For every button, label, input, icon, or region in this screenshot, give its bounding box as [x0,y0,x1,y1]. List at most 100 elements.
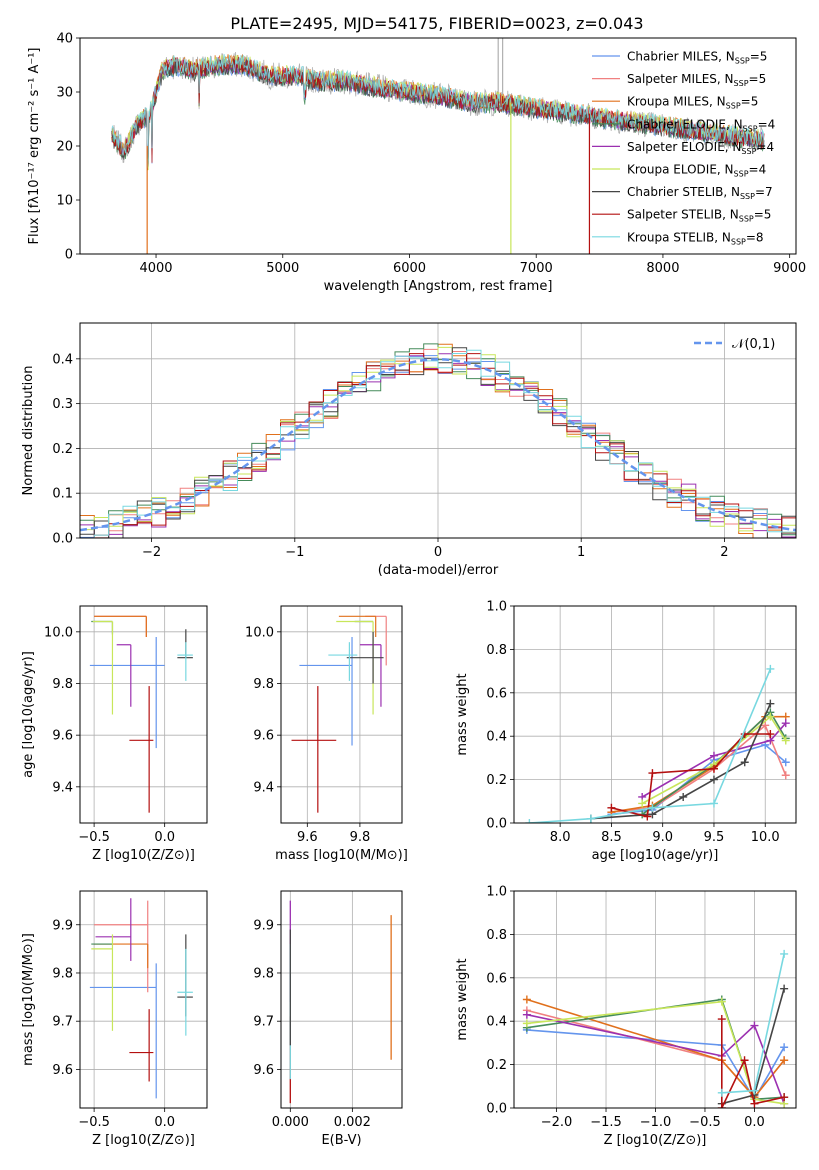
x-axis-label: wavelength [Angstrom, rest frame] [324,279,553,294]
x-tick-label: −0.5 [78,1115,110,1130]
y-tick-label: 0.3 [52,397,73,412]
x-axis-label: mass [log10(M/M⊙)] [275,848,408,863]
y-tick-label: 0.4 [486,1015,507,1030]
mass-vs-extinction-plot: 0.000 0.002 9.6 9.7 9.8 9.9 E(B-V) [253,890,403,1148]
legend-label: Chabrier STELIB, NSSP=7 [627,185,773,201]
legend-series-name: Chabrier MILES, N [627,50,735,64]
plus-marker [648,803,657,812]
plus-marker [522,1010,531,1019]
y-tick-label: 0.6 [486,686,507,701]
age-vs-metallicity-plot: −0.5 0.0 9.4 9.6 9.8 10.0 Z [log10(Z/Z⊙)] age [… [21,605,208,863]
legend-label: Kroupa MILES, NSSP=5 [627,95,758,111]
y-tick-label: 10.0 [245,625,274,640]
legend-label: Salpeter STELIB, NSSP=5 [627,208,771,224]
x-tick-label: 1 [577,545,585,560]
legend-subscript: SSP [734,79,749,88]
model-spectrum-8 [111,54,765,169]
x-tick-label: 0.0 [744,1115,765,1130]
x-tick-label: −1 [285,545,304,560]
x-tick-label: −2 [142,545,161,560]
y-axis-label: Flux [fλ10⁻¹⁷ erg cm⁻² s⁻¹ A⁻¹] [27,48,42,245]
plot-frame [513,890,797,1109]
x-tick-label: 8000 [646,261,679,276]
model-spectrum-6 [111,58,765,166]
legend-series-name: Salpeter ELODIE, N [627,140,741,154]
mass-weight-line [611,724,787,813]
plus-marker [750,1021,759,1030]
y-tick-label: 10.0 [44,625,73,640]
legend-ssp-count: =5 [741,95,759,109]
plus-marker [780,1093,789,1102]
plus-marker [525,819,534,823]
mass-weight-vs-metallicity-plot: −2.0 −1.5 −1.0 −0.5 0.0 0.0 0.2 0.4 0.6 0.8 1.0 Z [… [455,885,797,1148]
y-tick-label: 0.0 [486,817,507,832]
x-axis-label: Z [log10(Z/Z⊙)] [92,848,195,863]
legend-subscript: SSP [726,102,741,111]
x-tick-label: 8.5 [601,830,622,845]
plus-marker [781,771,790,780]
y-tick-label: 9.6 [253,1063,274,1078]
y-tick-label: 9.4 [253,780,274,795]
y-axis-label: Normed distribution [21,366,36,496]
legend-series-name: Kroupa STELIB, N [627,230,731,244]
plus-marker [781,719,790,728]
y-axis-label: mass [log10(M/M⊙)] [21,933,36,1066]
x-tick-label: −2.0 [541,1115,573,1130]
y-tick-label: 1.0 [486,885,507,900]
plus-marker [766,664,775,673]
mass-vs-metallicity-plot: −0.5 0.0 9.6 9.7 9.8 9.9 Z [log10(Z/Z⊙)] mass [… [21,890,208,1148]
legend-label: Kroupa ELODIE, NSSP=4 [627,163,766,179]
plot-area [80,343,796,538]
x-axis-label: E(B-V) [321,1133,361,1148]
legend-series-name: Salpeter MILES, N [627,72,734,86]
spectrum-plot: 4000 5000 6000 7000 8000 9000 0 10 20 30 40 wavelen… [27,32,806,295]
x-tick-label: 9.6 [297,830,318,845]
plus-marker [648,769,657,778]
y-tick-label: 0.4 [52,352,73,367]
x-axis-label: Z [log10(Z/Z⊙)] [92,1133,195,1148]
mass-weight-line [526,1013,785,1104]
plot-frame [79,890,208,1109]
plus-marker [766,712,775,721]
plot-area [111,38,765,254]
y-tick-label: 9.6 [52,729,73,744]
plus-marker [781,758,790,767]
y-tick-label: 0.0 [52,532,73,547]
y-tick-label: 10 [56,194,73,209]
plot-frame [79,37,797,255]
legend-ssp-count: =7 [755,185,773,199]
x-tick-label: −0.5 [689,1115,721,1130]
plus-marker [709,764,718,773]
y-tick-label: 0.4 [486,730,507,745]
residual-histogram-8 [80,349,796,538]
x-tick-label: 6000 [393,261,426,276]
x-tick-label: 0.002 [334,1115,371,1130]
plus-marker [780,1056,789,1065]
mass-weight-line [641,715,787,805]
x-tick-label: −1.5 [590,1115,622,1130]
plus-marker [679,792,688,801]
x-tick-label: 4000 [139,261,172,276]
legend-label: Salpeter MILES, NSSP=5 [627,72,766,88]
y-tick-label: 9.8 [52,966,73,981]
y-tick-label: 0 [65,248,73,263]
x-tick-label: 10.0 [751,830,780,845]
legend-series-name: Salpeter STELIB, N [627,208,739,222]
y-tick-label: 20 [56,140,73,155]
legend-ssp-count: =4 [758,117,776,131]
plus-marker [709,799,718,808]
plus-marker [780,1043,789,1052]
legend-label: Salpeter ELODIE, NSSP=4 [627,140,774,156]
residuals-plot: −2 −1 0 1 2 0.0 0.1 0.2 0.3 0.4 (data-model)/error… [21,322,797,578]
legend-subscript: SSP [734,170,749,179]
plus-marker [586,814,595,823]
legend-subscript: SSP [739,215,754,224]
x-tick-label: 2 [720,545,728,560]
legend-ssp-count: =4 [756,140,774,154]
y-tick-label: 0.1 [52,487,73,502]
plot-area [89,898,193,1099]
plus-marker [709,751,718,760]
plot-frame [513,605,797,824]
